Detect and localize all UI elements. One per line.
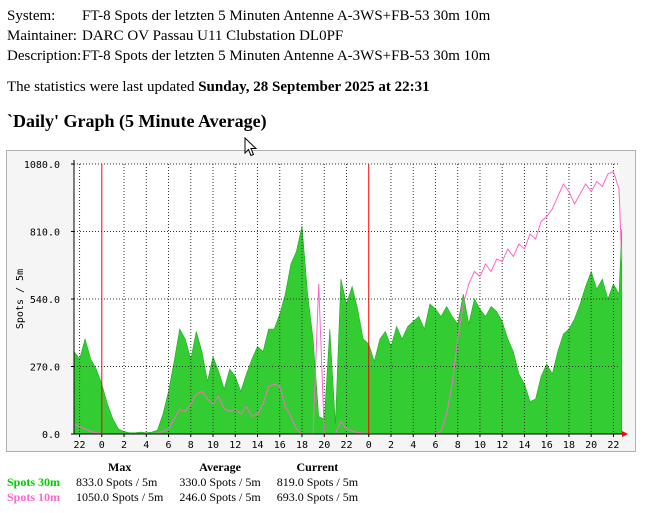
x-tick-label: 0 bbox=[99, 440, 105, 451]
mouse-cursor-icon bbox=[244, 136, 258, 162]
graph-title: `Daily' Graph (5 Minute Average) bbox=[7, 111, 267, 131]
y-axis-label: Spots / 5m bbox=[15, 269, 26, 329]
x-tick-label: 6 bbox=[432, 440, 438, 451]
x-tick-label: 4 bbox=[410, 440, 416, 451]
x-tick-label: 6 bbox=[166, 440, 172, 451]
system-value: FT-8 Spots der letzten 5 Minuten Antenne… bbox=[82, 8, 491, 24]
x-tick-label: 10 bbox=[207, 440, 219, 451]
legend-header-current: Current bbox=[296, 460, 339, 474]
last-updated-date: Sunday, 28 September 2025 at 22:31 bbox=[198, 79, 430, 95]
y-tick-label: 0.0 bbox=[42, 430, 60, 441]
legend-header-blank bbox=[7, 460, 68, 475]
x-tick-label: 18 bbox=[563, 440, 575, 451]
y-tick-label: 540.0 bbox=[30, 295, 60, 306]
x-tick-label: 16 bbox=[274, 440, 286, 451]
legend-label-10m: Spots 10m bbox=[7, 490, 61, 504]
last-updated: The statistics were last updated Sunday,… bbox=[7, 79, 430, 96]
description-value: FT-8 Spots der letzten 5 Minuten Antenne… bbox=[82, 48, 491, 64]
legend-10m-current: 693.0 Spots / 5m bbox=[276, 490, 359, 504]
x-tick-label: 14 bbox=[518, 440, 530, 451]
legend-header-row: Max Average Current bbox=[7, 460, 366, 475]
x-tick-label: 2 bbox=[388, 440, 394, 451]
info-row-description: Description: FT-8 Spots der letzten 5 Mi… bbox=[7, 46, 490, 66]
x-tick-label: 16 bbox=[541, 440, 553, 451]
series-spots-30m-area bbox=[73, 225, 623, 435]
legend-table: Max Average Current Spots 30m 833.0 Spot… bbox=[7, 460, 366, 505]
legend-30m-max: 833.0 Spots / 5m bbox=[76, 475, 158, 489]
y-tick-label: 810.0 bbox=[30, 228, 60, 239]
legend-label-30m: Spots 30m bbox=[7, 475, 61, 489]
x-tick-label: 0 bbox=[366, 440, 372, 451]
x-tick-label: 22 bbox=[340, 440, 352, 451]
daily-graph-svg: 22 0 2 4 6 8 10 12 14 16 18 20 22 0 2 4 6 8 10 12 14 16 18 20 22… bbox=[15, 160, 628, 451]
description-label: Description: bbox=[7, 48, 82, 64]
x-tick-label: 20 bbox=[318, 440, 330, 451]
series-spots-10m-line bbox=[73, 170, 623, 435]
x-axis-arrow-icon bbox=[622, 431, 628, 437]
x-tick-label: 14 bbox=[251, 440, 263, 451]
x-tick-label: 22 bbox=[74, 440, 86, 451]
legend-30m-current: 819.0 Spots / 5m bbox=[276, 475, 359, 489]
legend-10m-average: 246.0 Spots / 5m bbox=[179, 490, 261, 504]
legend-header-average: Average bbox=[199, 460, 241, 474]
x-tick-label: 2 bbox=[121, 440, 127, 451]
maintainer-label: Maintainer: bbox=[7, 28, 77, 44]
x-tick-label: 8 bbox=[188, 440, 194, 451]
x-tick-label: 10 bbox=[474, 440, 486, 451]
x-tick-label: 12 bbox=[229, 440, 241, 451]
system-label: System: bbox=[7, 8, 56, 24]
maintainer-value: DARC OV Passau U11 Clubstation DL0PF bbox=[82, 28, 344, 44]
y-tick-label: 1080.0 bbox=[24, 160, 60, 171]
legend: Max Average Current Spots 30m 833.0 Spot… bbox=[7, 460, 366, 505]
x-tick-label: 22 bbox=[607, 440, 619, 451]
legend-10m-max: 1050.0 Spots / 5m bbox=[76, 490, 164, 504]
daily-graph: 22 0 2 4 6 8 10 12 14 16 18 20 22 0 2 4 6 8 10 12 14 16 18 20 22… bbox=[6, 150, 636, 452]
info-row-maintainer: Maintainer: DARC OV Passau U11 Clubstati… bbox=[7, 26, 490, 46]
legend-row-30m: Spots 30m 833.0 Spots / 5m 330.0 Spots /… bbox=[7, 475, 366, 490]
x-tick-label: 18 bbox=[296, 440, 308, 451]
info-row-system: System: FT-8 Spots der letzten 5 Minuten… bbox=[7, 6, 490, 26]
last-updated-prefix: The statistics were last updated bbox=[7, 79, 195, 95]
legend-header-max: Max bbox=[108, 460, 132, 474]
x-tick-label: 4 bbox=[143, 440, 149, 451]
x-tick-label: 8 bbox=[455, 440, 461, 451]
legend-row-10m: Spots 10m 1050.0 Spots / 5m 246.0 Spots … bbox=[7, 490, 366, 505]
y-tick-label: 270.0 bbox=[30, 363, 60, 374]
x-tick-label: 12 bbox=[496, 440, 508, 451]
x-tick-label: 20 bbox=[585, 440, 597, 451]
info-block: System: FT-8 Spots der letzten 5 Minuten… bbox=[7, 6, 490, 66]
legend-30m-average: 330.0 Spots / 5m bbox=[179, 475, 261, 489]
